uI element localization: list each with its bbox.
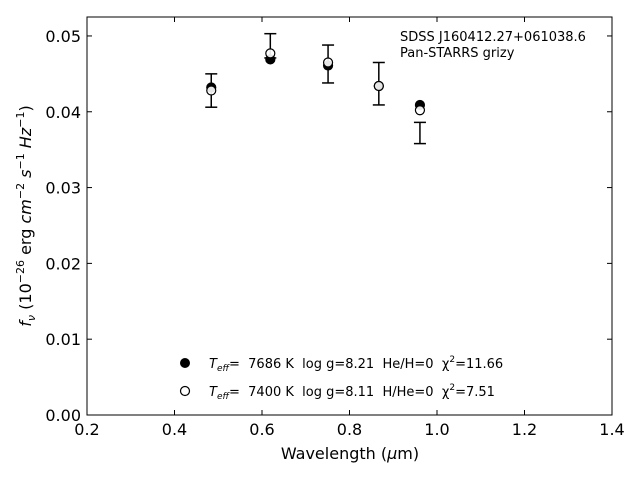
y-tick-label: 0.05 [45, 27, 81, 46]
y-tick-label: 0.01 [45, 330, 81, 349]
legend-marker-open [179, 385, 191, 397]
y-tick-label: 0.02 [45, 254, 81, 273]
axis-ticks: 0.2 0.4 0.6 0.8 1.0 1.2 1.4 0.00 0.01 0.02 0.03 0.0… [45, 17, 625, 439]
x-tick-label: 0.2 [74, 420, 99, 439]
open-model-point [373, 80, 384, 92]
open-model-point [414, 105, 426, 116]
x-tick-label: 0.6 [249, 420, 274, 439]
x-axis-label: Wavelength (μm) [281, 444, 419, 463]
y-tick-label: 0.03 [45, 179, 81, 198]
x-tick-label: 0.8 [337, 420, 362, 439]
x-tick-label: 1.2 [512, 420, 537, 439]
annotation-survey-name: Pan-STARRS grizy [400, 46, 515, 61]
legend: Teff= 7686 K log g=8.21 He/H=0 χ2=11.66 … [179, 355, 503, 402]
y-tick-label: 0.00 [45, 406, 81, 425]
open-model-point [265, 48, 276, 59]
annotation-object-name: SDSS J160412.27+061038.6 [400, 30, 586, 45]
y-axis-label: fν (10−26 erg cm−2 s−1 Hz−1) [14, 105, 38, 326]
x-tick-label: 1.4 [599, 420, 624, 439]
x-tick-label: 0.4 [162, 420, 187, 439]
data-points [206, 48, 426, 116]
open-model-point [322, 57, 334, 68]
x-tick-label: 1.0 [424, 420, 449, 439]
y-tick-label: 0.04 [45, 103, 81, 122]
legend-marker-filled [180, 358, 190, 368]
legend-label-2: Teff= 7400 K log g=8.11 H/He=0 χ2=7.51 [209, 383, 495, 402]
open-model-point [206, 85, 217, 96]
legend-label-1: Teff= 7686 K log g=8.21 He/H=0 χ2=11.66 [209, 355, 503, 374]
